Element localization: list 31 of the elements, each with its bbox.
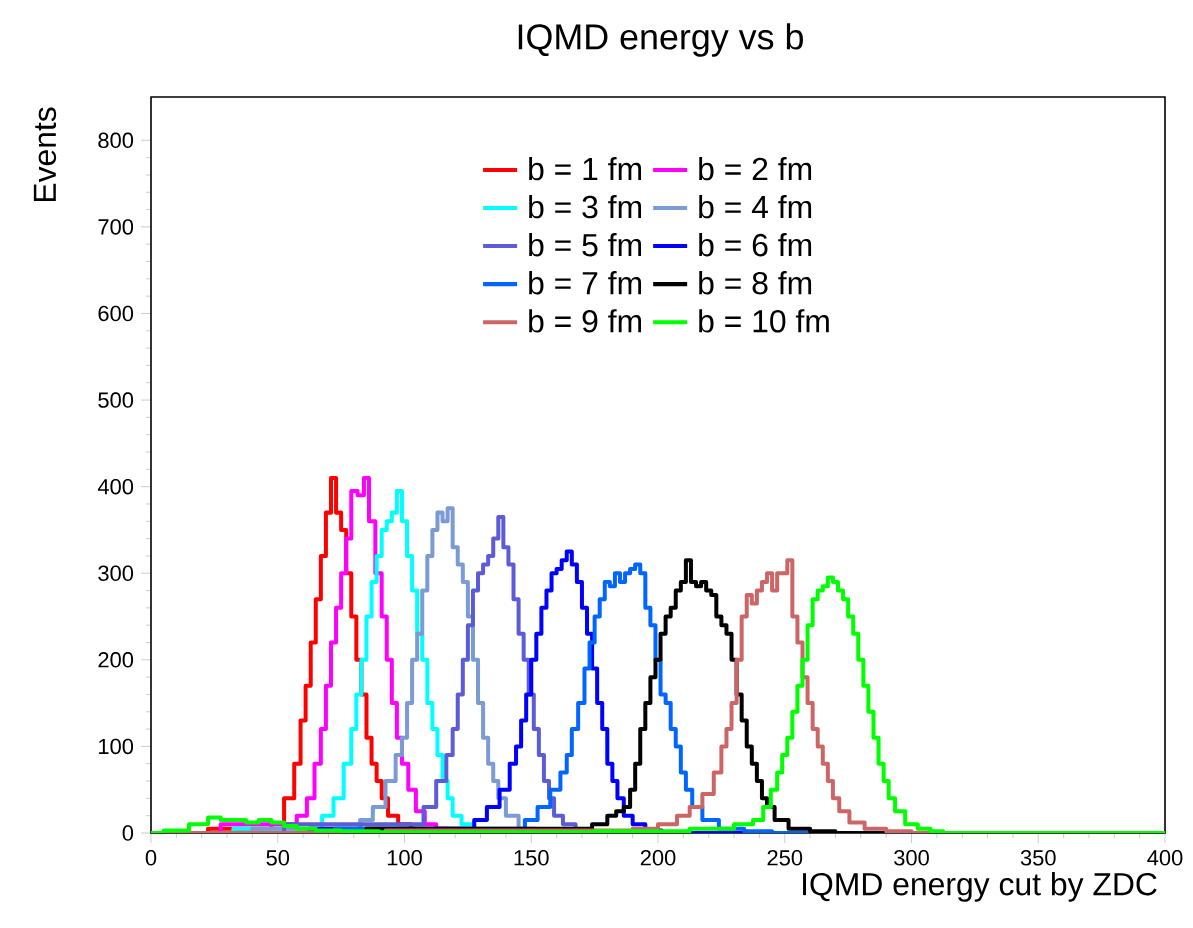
- legend-label: b = 1 fm: [529, 156, 642, 181]
- y-axis-title: Events: [33, 107, 57, 202]
- legend-label: b = 6 fm: [699, 233, 812, 257]
- y-tick-label: 0: [122, 825, 134, 841]
- x-tick-label: 0: [145, 850, 157, 866]
- y-tick-label: 800: [98, 132, 134, 149]
- legend-label: b = 4 fm: [699, 194, 812, 219]
- y-tick-label: 500: [98, 392, 134, 408]
- x-tick-label: 250: [767, 850, 803, 866]
- x-tick-label: 200: [640, 850, 676, 866]
- x-tick-label: 300: [894, 850, 929, 866]
- legend-label: b = 8 fm: [699, 271, 812, 295]
- y-tick-label: 100: [99, 738, 134, 755]
- x-tick-label: 400: [1147, 850, 1183, 866]
- chart-title: IQMD energy vs b: [518, 23, 803, 57]
- x-tick-label: 100: [387, 850, 422, 866]
- x-tick-label: 350: [1020, 850, 1056, 866]
- legend-label: b = 5 fm: [529, 233, 642, 257]
- legend-label: b = 7 fm: [529, 271, 642, 295]
- y-tick-label: 600: [98, 305, 134, 322]
- legend-label: b = 10 fm: [699, 309, 829, 333]
- legend-label: b = 3 fm: [529, 194, 642, 219]
- legend-label: b = 2 fm: [699, 156, 812, 181]
- y-tick-label: 300: [98, 565, 134, 581]
- y-tick-label: 700: [98, 219, 134, 235]
- x-tick-label: 50: [266, 850, 290, 866]
- x-tick-label: 150: [514, 850, 549, 866]
- legend-label: b = 9 fm: [529, 309, 642, 333]
- y-tick-label: 400: [97, 478, 134, 495]
- x-axis-title: IQMD energy cut by ZDC: [803, 872, 1157, 902]
- y-tick-label: 200: [98, 652, 134, 668]
